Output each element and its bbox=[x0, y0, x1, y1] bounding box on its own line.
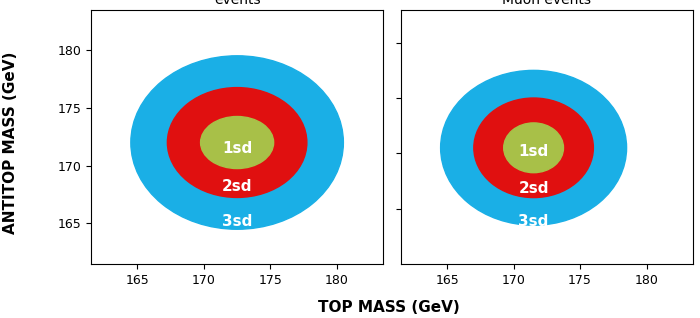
Text: 2sd: 2sd bbox=[222, 179, 253, 194]
Title: Electron or positron
events: Electron or positron events bbox=[169, 0, 305, 7]
Ellipse shape bbox=[167, 87, 307, 197]
Text: 3sd: 3sd bbox=[222, 214, 252, 229]
Ellipse shape bbox=[440, 70, 626, 225]
Text: TOP MASS (GeV): TOP MASS (GeV) bbox=[318, 300, 459, 315]
Text: 2sd: 2sd bbox=[519, 181, 549, 196]
Title: Muon events: Muon events bbox=[503, 0, 592, 7]
Ellipse shape bbox=[474, 98, 594, 197]
Ellipse shape bbox=[504, 123, 564, 173]
Text: 1sd: 1sd bbox=[519, 144, 549, 159]
Text: 3sd: 3sd bbox=[519, 214, 549, 229]
Ellipse shape bbox=[131, 56, 344, 229]
Text: ANTITOP MASS (GeV): ANTITOP MASS (GeV) bbox=[3, 52, 18, 234]
Text: 1sd: 1sd bbox=[222, 141, 252, 156]
Ellipse shape bbox=[201, 116, 274, 169]
